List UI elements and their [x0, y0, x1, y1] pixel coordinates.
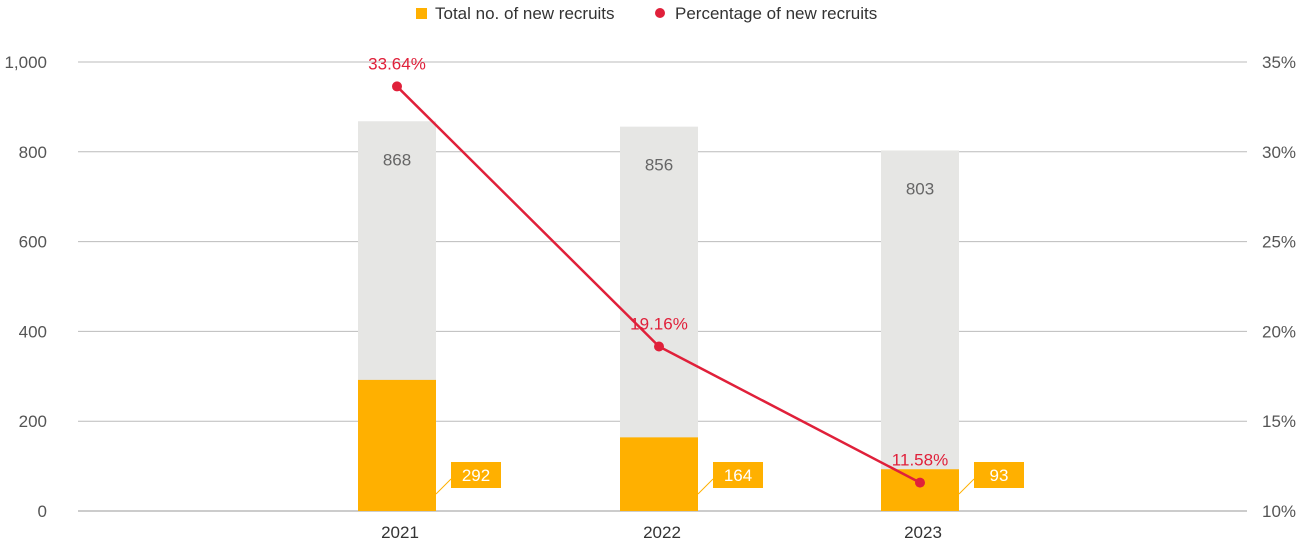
y-left-tick-label: 0	[38, 502, 47, 521]
percentage-point	[392, 81, 402, 92]
callout-box	[713, 462, 763, 488]
bar-total-label: 868	[383, 150, 411, 169]
percentage-point	[654, 341, 664, 352]
y-left-tick-label: 600	[19, 233, 47, 252]
labels: 0 200 400 600 800 1,000 10% 15% 20% 25% 30% 35% 868 2…	[4, 53, 1296, 542]
percentage-label: 33.64%	[368, 54, 426, 73]
callout-box	[451, 462, 501, 488]
callout-leader	[697, 478, 714, 495]
y-left-tick-label: 400	[19, 322, 47, 341]
callout-leader	[435, 478, 452, 495]
bar-total-label: 803	[906, 179, 934, 198]
legend-marker-new-recruits	[416, 8, 427, 19]
y-right-tick-label: 25%	[1262, 233, 1296, 252]
y-right-tick-label: 20%	[1262, 322, 1296, 341]
legend-label-percentage: Percentage of new recruits	[675, 4, 877, 23]
legend: Total no. of new recruits Percentage of …	[416, 4, 877, 23]
bar-new-recruits-label: 93	[990, 466, 1009, 485]
bars	[358, 121, 959, 511]
y-left-tick-label: 1,000	[4, 53, 47, 72]
bar-new-recruits	[881, 469, 959, 511]
bar-new-recruits	[358, 379, 436, 511]
legend-marker-percentage	[655, 8, 665, 18]
y-right-tick-label: 15%	[1262, 412, 1296, 431]
y-right-tick-label: 30%	[1262, 143, 1296, 162]
bar-new-recruits-label: 292	[462, 466, 490, 485]
percentage-label: 19.16%	[630, 314, 688, 333]
callout-leader	[958, 478, 975, 495]
bar-total-label: 856	[645, 156, 673, 175]
legend-label-new-recruits: Total no. of new recruits	[435, 4, 615, 23]
x-tick-label: 2023	[904, 523, 942, 542]
percentage-label: 11.58%	[892, 451, 948, 470]
x-tick-label: 2021	[381, 523, 419, 542]
bar-new-recruits	[620, 437, 698, 511]
y-left-tick-label: 200	[19, 412, 47, 431]
percentage-point	[915, 477, 925, 488]
y-right-tick-label: 10%	[1262, 502, 1296, 521]
y-left-tick-label: 800	[19, 143, 47, 162]
y-right-tick-label: 35%	[1262, 53, 1296, 72]
bar-total	[881, 150, 959, 511]
x-tick-label: 2022	[643, 523, 681, 542]
bar-new-recruits-label: 164	[724, 466, 752, 485]
line-layer	[392, 81, 925, 488]
callout-box	[974, 462, 1024, 488]
